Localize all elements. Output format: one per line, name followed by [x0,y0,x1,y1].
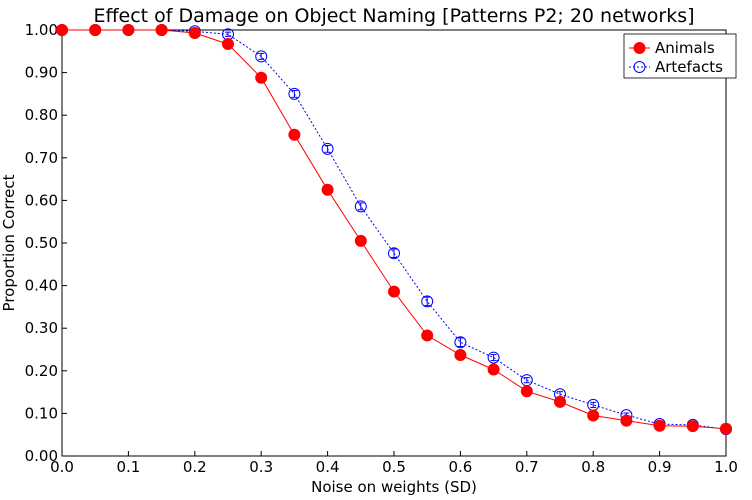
series-animals [56,24,732,435]
legend-animals-label: Animals [655,39,715,57]
artefacts-point [321,142,334,155]
artefacts-point [255,50,268,63]
series-artefacts [56,24,732,436]
animals-point [686,420,699,433]
legend-artefacts-label: Artefacts [655,58,723,76]
y-tick-label: 0.80 [25,106,58,124]
y-tick-label: 0.10 [25,404,58,422]
animals-line [62,29,727,430]
artefacts-point [288,87,301,100]
legend-box [623,33,737,79]
artefacts-point [421,295,434,308]
animals-point [487,363,500,376]
y-tick-label: 0.70 [25,149,58,167]
animals-point [520,385,533,398]
y-tick-label: 1.00 [25,21,58,39]
artefacts-line [62,29,727,430]
y-axis-label: Proportion Correct [0,174,18,311]
x-axis-label: Noise on weights (SD) [311,478,477,496]
y-tick-label: 0.40 [25,277,58,295]
animals-point [56,24,68,36]
x-tick-label: 0.3 [249,458,273,476]
x-tick-label: 0.1 [116,458,140,476]
artefacts-point [354,200,367,213]
x-tick-label: 0.6 [448,458,472,476]
animals-point [288,128,301,141]
x-tick-label: 0.5 [382,458,406,476]
animals-point [354,234,367,247]
animals-point [255,71,268,84]
artefacts-point [487,351,500,364]
y-tick-label: 0.90 [25,64,58,82]
y-tick-label: 0.50 [25,234,58,252]
x-tick-label: 0.9 [648,458,672,476]
y-tick-label: 0.00 [25,447,58,465]
animals-point [122,24,135,36]
x-tick-label: 0.0 [50,458,74,476]
animals-point [587,409,600,422]
animals-point [620,414,633,427]
animals-point [720,422,732,435]
y-tick-label: 0.30 [25,319,58,337]
chart-title: Effect of Damage on Object Naming [Patte… [93,5,694,27]
animals-point [188,26,201,39]
artefacts-point [388,247,400,260]
legend-artefacts-marker [633,61,646,73]
y-tick-label: 0.60 [25,191,58,209]
animals-point [653,419,666,432]
animals-point [421,329,434,342]
x-tick-label: 0.4 [316,458,340,476]
plot-frame [61,29,727,457]
animals-point [388,285,400,298]
legend-animals-marker [633,42,646,54]
y-tick-label: 0.20 [25,362,58,380]
x-tick-label: 0.7 [515,458,539,476]
animals-point [155,24,168,36]
artefacts-point [454,336,467,349]
animals-point [222,38,234,51]
animals-point [321,183,334,196]
x-tick-label: 1.0 [714,458,738,476]
animals-point [454,349,467,362]
animals-point [89,24,102,36]
x-tick-label: 0.2 [183,458,207,476]
animals-point [554,395,566,408]
x-tick-label: 0.8 [581,458,605,476]
